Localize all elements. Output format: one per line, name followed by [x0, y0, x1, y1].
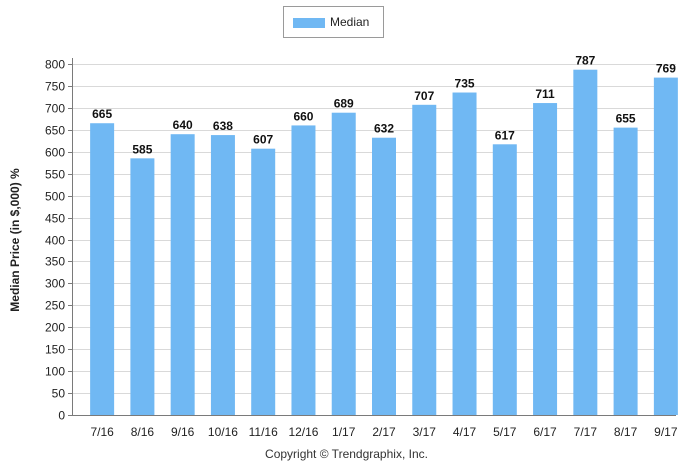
data-label: 585 — [132, 142, 152, 156]
y-tick-label: 50 — [52, 387, 66, 401]
y-tick-label: 650 — [45, 124, 65, 138]
x-tick-label: 3/17 — [413, 425, 437, 439]
data-label: 735 — [455, 77, 475, 91]
bar — [291, 125, 316, 416]
bar — [170, 134, 195, 415]
data-label: 665 — [92, 107, 112, 121]
x-tick-label: 9/17 — [654, 425, 678, 439]
y-tick-label: 350 — [45, 255, 65, 269]
x-tick-label: 9/16 — [171, 425, 195, 439]
bar — [492, 144, 517, 415]
x-tick-label: 11/16 — [249, 425, 278, 439]
bar — [613, 127, 638, 416]
y-tick-label: 600 — [45, 146, 65, 160]
y-tick-label: 200 — [45, 321, 65, 335]
legend-swatch-median — [293, 18, 325, 28]
bar — [130, 158, 155, 416]
x-tick-label: 10/16 — [208, 425, 238, 439]
data-label: 707 — [414, 89, 434, 103]
y-tick-label: 0 — [58, 409, 65, 423]
bar — [573, 69, 598, 416]
legend-label-median: Median — [330, 15, 370, 29]
data-label: 632 — [374, 122, 394, 136]
data-label: 689 — [334, 97, 354, 111]
y-tick-label: 400 — [45, 234, 65, 248]
bar — [331, 112, 356, 416]
bar — [251, 148, 276, 415]
bar — [653, 77, 678, 415]
y-tick-label: 450 — [45, 212, 65, 226]
x-tick-label: 8/16 — [131, 425, 155, 439]
y-tick-label: 500 — [45, 190, 65, 204]
x-tick-label: 5/17 — [493, 425, 517, 439]
x-tick-label: 2/17 — [372, 425, 396, 439]
bar — [90, 123, 115, 415]
x-tick-label: 6/17 — [533, 425, 557, 439]
data-label: 655 — [616, 112, 636, 126]
bar — [372, 137, 396, 415]
bar — [533, 103, 558, 415]
data-label: 769 — [656, 62, 676, 76]
data-label: 640 — [173, 118, 193, 132]
x-tick-label: 8/17 — [614, 425, 638, 439]
data-label: 638 — [213, 119, 233, 133]
chart-legend: Median — [283, 6, 384, 38]
data-label: 660 — [293, 109, 313, 123]
bar — [412, 104, 437, 416]
x-tick-label: 1/17 — [332, 425, 356, 439]
data-label: 607 — [253, 133, 273, 147]
y-tick-label: 700 — [45, 102, 65, 116]
y-tick-label: 250 — [45, 299, 65, 313]
x-tick-label: 4/17 — [453, 425, 477, 439]
bar — [452, 92, 477, 416]
x-tick-label: 12/16 — [288, 425, 318, 439]
y-tick-label: 100 — [45, 365, 65, 379]
y-tick-label: 150 — [45, 343, 65, 357]
data-label: 711 — [535, 87, 555, 101]
data-label: 787 — [575, 54, 595, 68]
x-tick-label: 7/16 — [90, 425, 114, 439]
y-tick-label: 550 — [45, 168, 65, 182]
x-tick-label: 7/17 — [574, 425, 598, 439]
y-tick-label: 800 — [45, 58, 65, 72]
data-label: 617 — [495, 128, 515, 142]
copyright-text: Copyright © Trendgraphix, Inc. — [265, 447, 428, 461]
y-tick-label: 750 — [45, 80, 65, 94]
y-tick-label: 300 — [45, 277, 65, 291]
bar — [210, 135, 235, 415]
